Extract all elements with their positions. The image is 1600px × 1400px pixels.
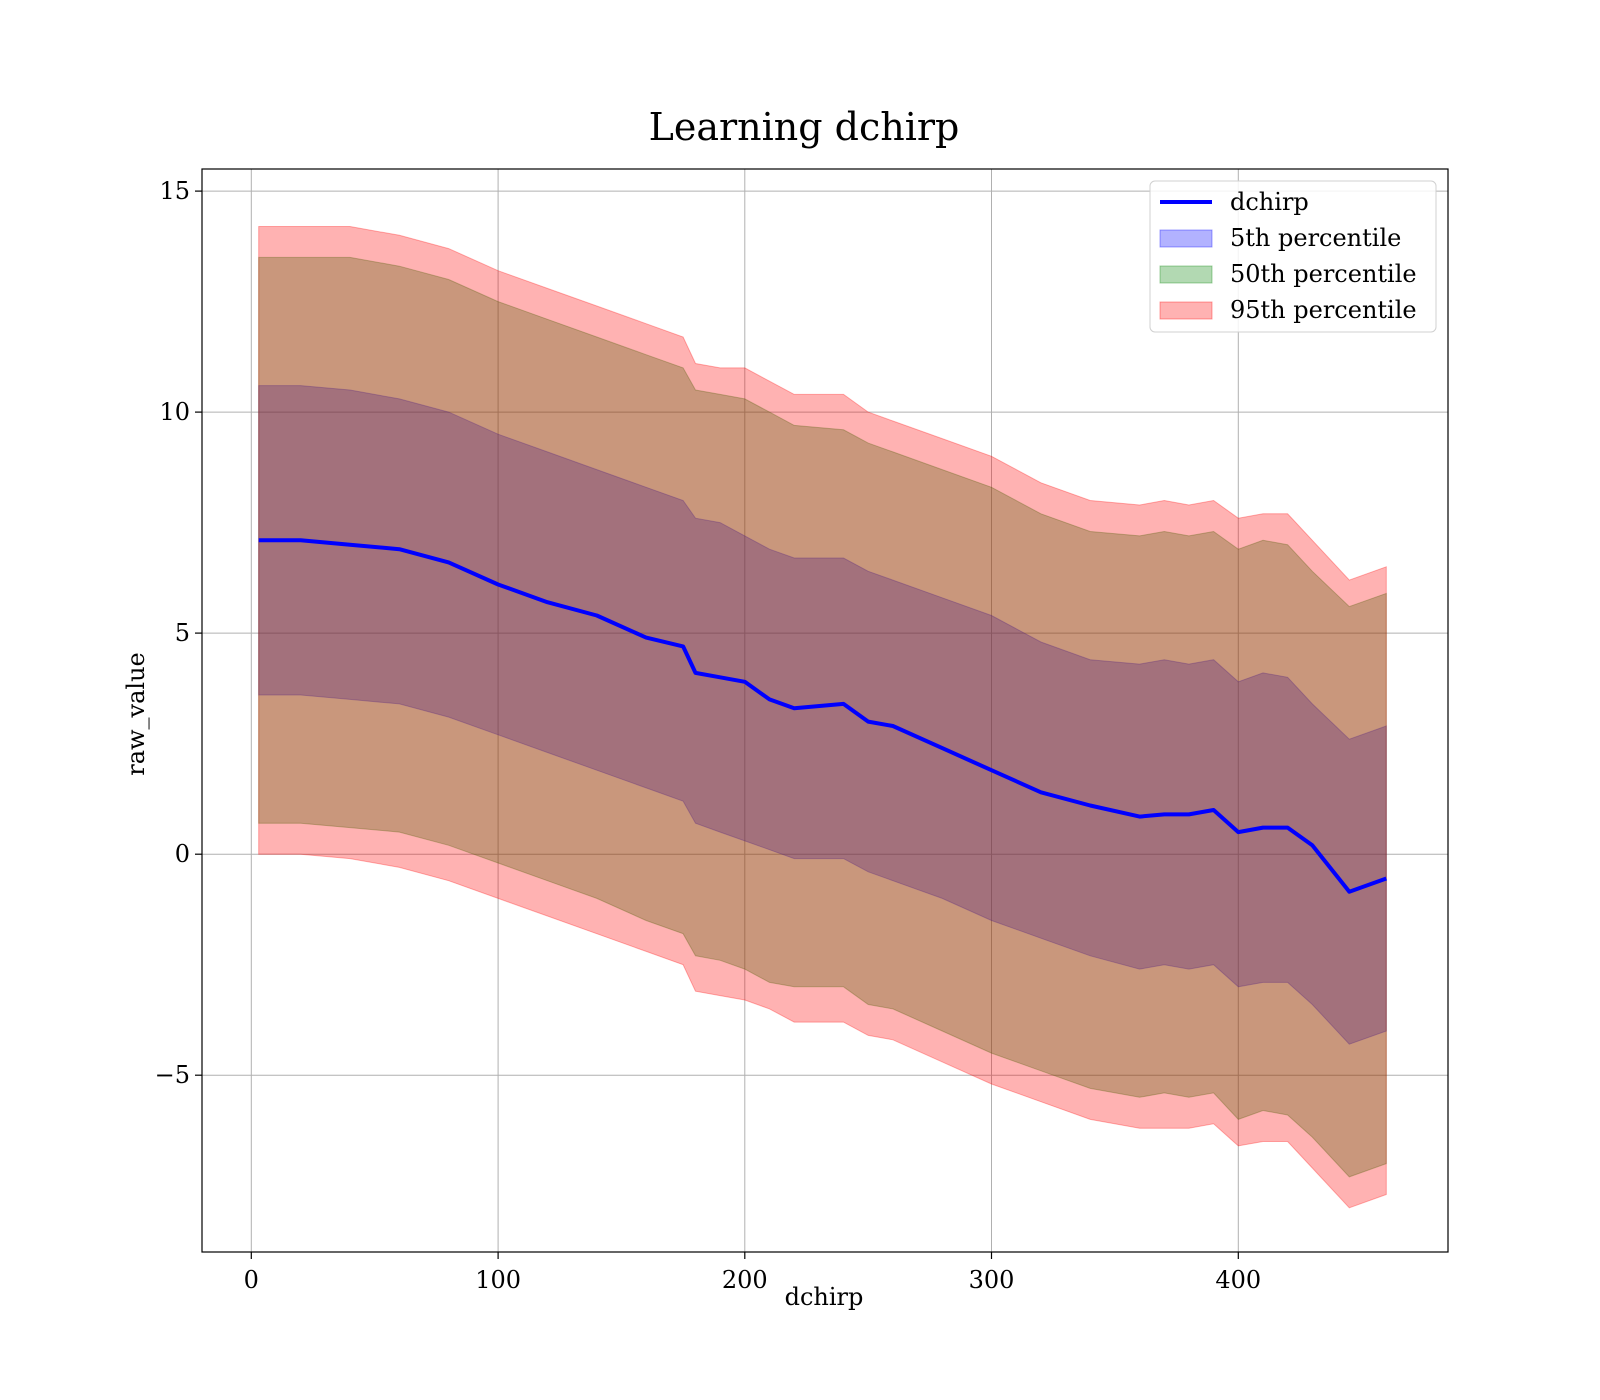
y-tick-label: 0: [175, 840, 190, 868]
x-tick-label: 0: [244, 1266, 259, 1294]
legend-box: [1149, 180, 1437, 333]
y-axis-label: raw_value: [122, 652, 150, 776]
ticks-layer: 0 100 200 300 400 −5 0 5 10 15: [155, 177, 1262, 1294]
chart-title: Learning dchirp: [649, 105, 960, 149]
y-tick-label: 5: [175, 619, 190, 647]
plot-frame: [201, 168, 1449, 1253]
y-tick-label: 15: [159, 177, 190, 205]
band-50th-percentile: [258, 256, 1387, 1178]
bands-layer: [258, 226, 1387, 1209]
legend: dchirp 5th percentile 50th percentile 95th …: [1149, 180, 1437, 333]
line-dchirp: [258, 538, 1387, 894]
legend-swatch: [1159, 301, 1213, 320]
y-tick-label: −5: [155, 1061, 190, 1089]
x-tick-label: 300: [969, 1266, 1015, 1294]
legend-swatch: [1159, 265, 1213, 284]
line-layer: [258, 538, 1387, 894]
x-tick-label: 200: [722, 1266, 768, 1294]
legend-label: 50th percentile: [1230, 260, 1417, 288]
band-5th-percentile: [258, 385, 1387, 1045]
legend-label: dchirp: [1230, 188, 1309, 216]
legend-swatch: [1159, 229, 1213, 248]
x-tick-label: 100: [475, 1266, 521, 1294]
band-95th-percentile: [258, 226, 1387, 1209]
legend-label: 95th percentile: [1230, 296, 1417, 324]
legend-label: 5th percentile: [1230, 224, 1401, 252]
x-axis-label: dchirp: [785, 1283, 864, 1311]
x-tick-label: 400: [1215, 1266, 1261, 1294]
y-tick-label: 10: [159, 398, 190, 426]
